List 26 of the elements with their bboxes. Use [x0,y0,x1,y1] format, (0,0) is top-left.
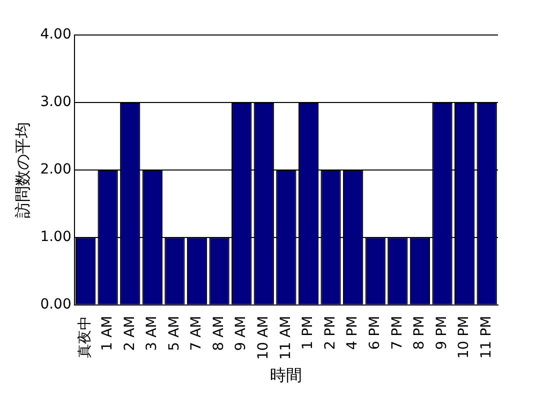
x-tick-label: 6 PM [367,316,384,350]
x-tick-label: 10 AM [256,316,272,360]
x-tick-label: 4 PM [344,316,361,350]
x-tick-label: 7 PM [389,316,406,350]
x-tick-label: 5 AM [166,316,182,351]
x-tick-label: 11 PM [478,316,494,359]
x-tick-label: 2 PM [322,316,338,350]
x-tick-label: 8 PM [412,316,428,350]
y-tick-label: 4.00 [40,26,72,43]
x-tick-label: 8 AM [210,316,227,351]
y-axis-title: 訪問数の平均 [12,122,32,218]
x-tick-label: 10 PM [456,316,472,359]
x-tick-label: 9 AM [233,316,250,351]
y-tick-label: 1.00 [40,229,72,246]
x-tick-label: 1 AM [99,316,116,351]
x-tick-label: 2 AM [122,316,138,351]
x-tick-label: 9 PM [434,316,450,350]
y-tick-label: 0.00 [40,296,72,313]
y-tick-label: 2.00 [40,162,72,178]
x-tick-label: 1 PM [300,316,316,350]
y-tick-label: 3.00 [40,94,72,110]
x-tick-label: 11 AM [278,316,294,360]
x-axis-title: 時間 [270,366,302,385]
x-tick-label: 7 AM [188,316,205,351]
x-tick-label: 3 AM [144,316,160,351]
x-tick-label: 真夜中 [77,316,94,358]
